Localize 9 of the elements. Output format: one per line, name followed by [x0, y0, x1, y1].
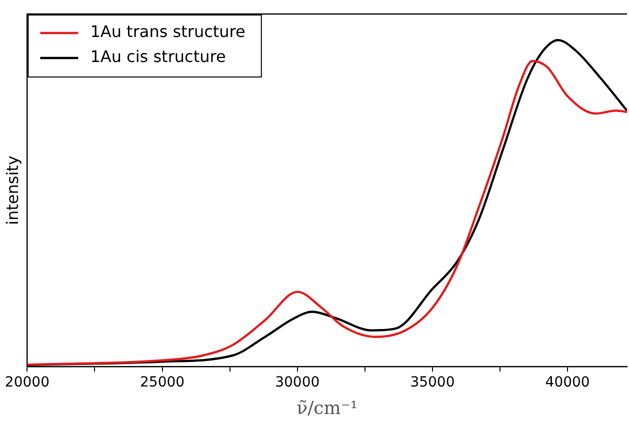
legend-label: 1Au cis structure [90, 47, 226, 66]
x-tick-label: 30000 [275, 374, 320, 391]
x-tick-label: 25000 [140, 374, 185, 391]
x-axis-title: ν̃/cm⁻¹ [296, 398, 358, 419]
legend-label: 1Au trans structure [90, 22, 246, 42]
y-axis-title: intensity [2, 156, 22, 225]
x-tick-label: 35000 [410, 374, 455, 391]
x-tick-label: 40000 [545, 374, 590, 391]
x-tick-label: 20000 [4, 374, 50, 391]
